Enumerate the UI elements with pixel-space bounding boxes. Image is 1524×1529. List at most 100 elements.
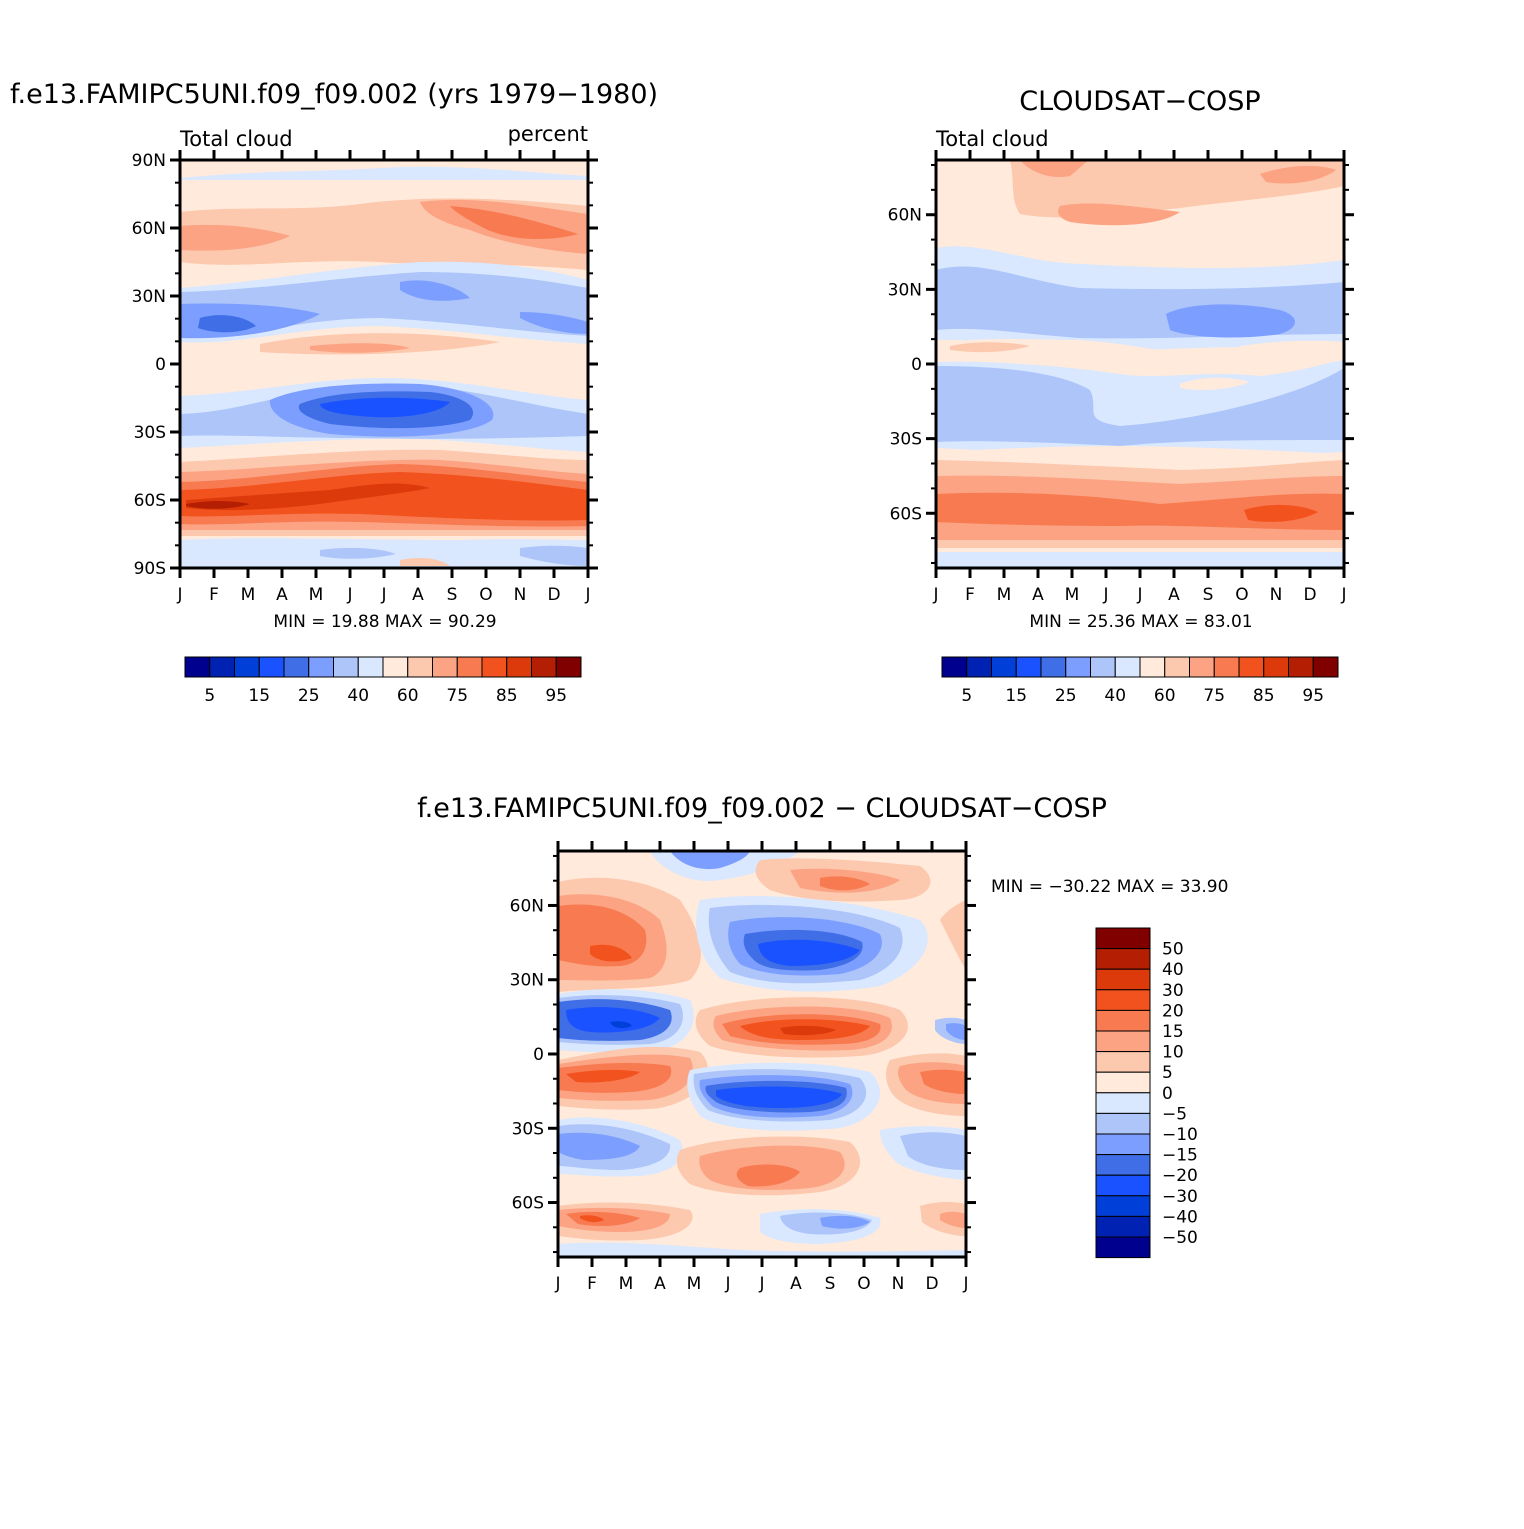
x-tick-label: M: [997, 585, 1012, 605]
y-tick-label: 90N: [132, 151, 166, 171]
colorbar-swatch: [456, 656, 483, 678]
x-tick-label: A: [790, 1274, 802, 1294]
colorbar-swatch: [1312, 656, 1339, 678]
x-tick-label: J: [932, 585, 938, 605]
x-tick-label: J: [1102, 585, 1108, 605]
y-tick-label: 60S: [134, 491, 166, 511]
colorbar-swatch: [1139, 656, 1166, 678]
y-tick-label: 30N: [132, 287, 166, 307]
x-tick-label: J: [554, 1274, 560, 1294]
colorbar-swatch: [1095, 948, 1151, 970]
colorbar-swatch: [1095, 1009, 1151, 1032]
x-tick-label: S: [447, 585, 458, 605]
y-tick-label: 30N: [888, 280, 922, 300]
panel-model-field: [180, 160, 588, 568]
colorbar-swatch: [1238, 656, 1265, 678]
x-tick-label: A: [412, 585, 424, 605]
colorbar-label: 50: [1162, 940, 1184, 960]
x-tick-label: F: [587, 1274, 597, 1294]
x-tick-label: M: [309, 585, 324, 605]
colorbar-label: 20: [1162, 1001, 1184, 1021]
colorbar-swatch: [234, 656, 260, 678]
x-tick-label: N: [514, 585, 527, 605]
colorbar-swatch: [1095, 1215, 1151, 1238]
colorbar-swatch: [1095, 1071, 1151, 1094]
colorbar-swatch: [1095, 1174, 1151, 1197]
colorbar-label: −40: [1162, 1207, 1198, 1227]
x-tick-label: J: [380, 585, 386, 605]
colorbar-swatch: [258, 656, 285, 678]
colorbar-label: 15: [1162, 1022, 1184, 1042]
colorbar-swatch: [1065, 656, 1091, 678]
x-tick-label: M: [1065, 585, 1080, 605]
colorbar-swatch: [1189, 656, 1215, 678]
x-tick-label: M: [241, 585, 256, 605]
panel-obs: CLOUDSAT−COSP Total cloud: [888, 86, 1354, 706]
y-tick-label: 0: [911, 355, 922, 375]
x-tick-label: J: [724, 1274, 730, 1294]
colorbar-swatch: [184, 656, 211, 678]
x-tick-label: D: [925, 1274, 938, 1294]
panel-model-title: f.e13.FAMIPC5UNI.f09_f09.002 (yrs 1979−1…: [10, 79, 658, 110]
colorbar-label: −10: [1162, 1125, 1198, 1145]
colorbar-label: −20: [1162, 1166, 1198, 1186]
colorbar-swatch: [1090, 656, 1116, 678]
colorbar-label: 25: [1055, 686, 1077, 706]
panel-model-colorbar: 5 15 25 40 60 75 85 95: [184, 656, 582, 706]
colorbar-label: 40: [1162, 960, 1184, 980]
panel-obs-left-label: Total cloud: [935, 127, 1049, 151]
x-tick-label: J: [758, 1274, 764, 1294]
x-tick-label: J: [346, 585, 352, 605]
colorbar-label: 40: [1104, 686, 1126, 706]
colorbar-label: 60: [1154, 686, 1176, 706]
x-tick-label: O: [1235, 585, 1248, 605]
colorbar-label: 25: [298, 686, 320, 706]
colorbar-swatch: [1095, 1112, 1151, 1135]
y-tick-label: 60N: [510, 896, 544, 916]
x-tick-label: S: [825, 1274, 836, 1294]
colorbar-swatch: [1095, 927, 1151, 950]
colorbar-swatch: [1095, 1236, 1151, 1259]
y-tick-label: 60S: [890, 504, 922, 524]
x-tick-label: D: [547, 585, 560, 605]
colorbar-swatch: [1288, 656, 1314, 678]
colorbar-swatch: [382, 656, 409, 678]
panel-obs-title: CLOUDSAT−COSP: [1019, 86, 1260, 117]
colorbar-swatch: [1095, 1154, 1151, 1176]
x-tick-label: F: [209, 585, 219, 605]
panel-diff-field: [558, 851, 966, 1257]
x-tick-label: O: [479, 585, 492, 605]
x-tick-label: N: [1270, 585, 1283, 605]
colorbar-label: 5: [961, 686, 972, 706]
panel-obs-colorbar: 5 15 25 40 60 75 85 95: [941, 656, 1339, 706]
panel-diff: f.e13.FAMIPC5UNI.f09_f09.002 − CLOUDSAT−…: [417, 793, 1228, 1294]
x-tick-label: A: [654, 1274, 666, 1294]
x-tick-label: S: [1203, 585, 1214, 605]
colorbar-swatch: [1040, 656, 1067, 678]
colorbar-label: 15: [248, 686, 270, 706]
colorbar-swatch: [1015, 656, 1042, 678]
colorbar-swatch: [1095, 1051, 1151, 1073]
colorbar-label: 15: [1005, 686, 1027, 706]
colorbar-label: −50: [1162, 1228, 1198, 1248]
panel-obs-field: [936, 160, 1344, 568]
x-tick-label: M: [619, 1274, 634, 1294]
y-tick-label: 60N: [132, 219, 166, 239]
colorbar-swatch: [308, 656, 334, 678]
colorbar-swatch: [1095, 1195, 1151, 1217]
y-tick-label: 30S: [890, 430, 922, 450]
colorbar-swatch: [1095, 1133, 1151, 1156]
colorbar-swatch: [481, 656, 508, 678]
y-tick-label: 30N: [510, 971, 544, 991]
colorbar-swatch: [1164, 656, 1190, 678]
colorbar-label: −5: [1162, 1104, 1187, 1124]
colorbar-swatch: [1114, 656, 1141, 678]
x-tick-label: A: [276, 585, 288, 605]
colorbar-swatch: [941, 656, 968, 678]
x-tick-label: J: [962, 1274, 968, 1294]
colorbar-swatch: [333, 656, 359, 678]
